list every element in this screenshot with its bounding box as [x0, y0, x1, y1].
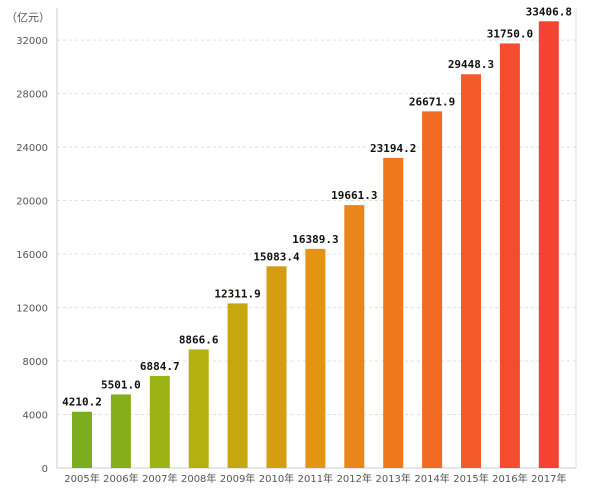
x-tick-label: 2008年 [181, 472, 216, 485]
bar-2008年[interactable] [188, 349, 209, 468]
data-label: 23194.2 [370, 142, 416, 155]
axes: （亿元） [6, 8, 577, 469]
y-tick-labels: 0 4000 8000 12000 16000 20000 24000 28000 32000 [16, 36, 48, 475]
data-label: 4210.2 [62, 396, 102, 409]
x-tick-label: 2006年 [103, 472, 138, 485]
x-tick-label: 2007年 [142, 472, 177, 485]
data-label: 16389.3 [292, 233, 338, 246]
bar-2015年[interactable] [461, 74, 481, 468]
x-tick-label: 2009年 [220, 472, 255, 485]
bar-2009年[interactable] [227, 303, 248, 468]
data-label: 29448.3 [448, 58, 494, 71]
data-label: 15083.4 [253, 250, 300, 263]
x-tick-label: 2015年 [453, 472, 488, 485]
data-label: 6884.7 [140, 360, 180, 373]
x-tick-label: 2005年 [64, 472, 99, 485]
data-label: 33406.8 [526, 5, 572, 18]
x-tick-label: 2014年 [414, 472, 449, 485]
y-tick-label: 0 [42, 464, 48, 475]
bar-2014年[interactable] [422, 111, 443, 468]
bar-2011年[interactable] [305, 248, 326, 468]
x-tick-label: 2013年 [375, 472, 410, 485]
y-unit-label: （亿元） [6, 11, 50, 24]
bar-2005年[interactable] [72, 411, 92, 468]
y-tick-label: 4000 [23, 411, 48, 422]
data-label: 31750.0 [487, 27, 533, 40]
x-tick-label: 2010年 [259, 472, 294, 485]
y-tick-label: 16000 [16, 250, 48, 261]
data-label: 8866.6 [179, 333, 219, 346]
bar-2016年[interactable] [499, 43, 520, 469]
data-label: 26671.9 [409, 95, 455, 108]
y-tick-label: 12000 [16, 304, 48, 315]
x-tick-label: 2017年 [531, 472, 566, 485]
data-label: 5501.0 [101, 378, 141, 391]
y-tick-label: 8000 [23, 357, 48, 368]
y-tick-label: 28000 [16, 90, 48, 101]
x-tick-label: 2016年 [492, 472, 527, 485]
bar-2007年[interactable] [149, 375, 170, 468]
data-label: 12311.9 [214, 287, 260, 300]
bar-2017年[interactable] [538, 21, 559, 469]
y-tick-label: 32000 [16, 36, 48, 47]
bar-2006年[interactable] [110, 394, 131, 468]
bar-2013年[interactable] [383, 157, 404, 468]
y-tick-label: 20000 [16, 197, 48, 208]
x-tick-labels: 2005年 2006年 2007年 2008年 2009年 2010年 2011年 2012年… [64, 472, 566, 485]
bar-2012年[interactable] [344, 205, 365, 468]
bars [72, 21, 559, 469]
bar-2010年[interactable] [266, 266, 287, 468]
data-labels: 4210.2 5501.0 6884.7 8866.6 12311.9 15083.4 16… [62, 5, 572, 408]
x-tick-label: 2012年 [337, 472, 372, 485]
x-tick-label: 2011年 [298, 472, 333, 485]
y-tick-label: 24000 [16, 143, 48, 154]
data-label: 19661.3 [331, 189, 377, 202]
